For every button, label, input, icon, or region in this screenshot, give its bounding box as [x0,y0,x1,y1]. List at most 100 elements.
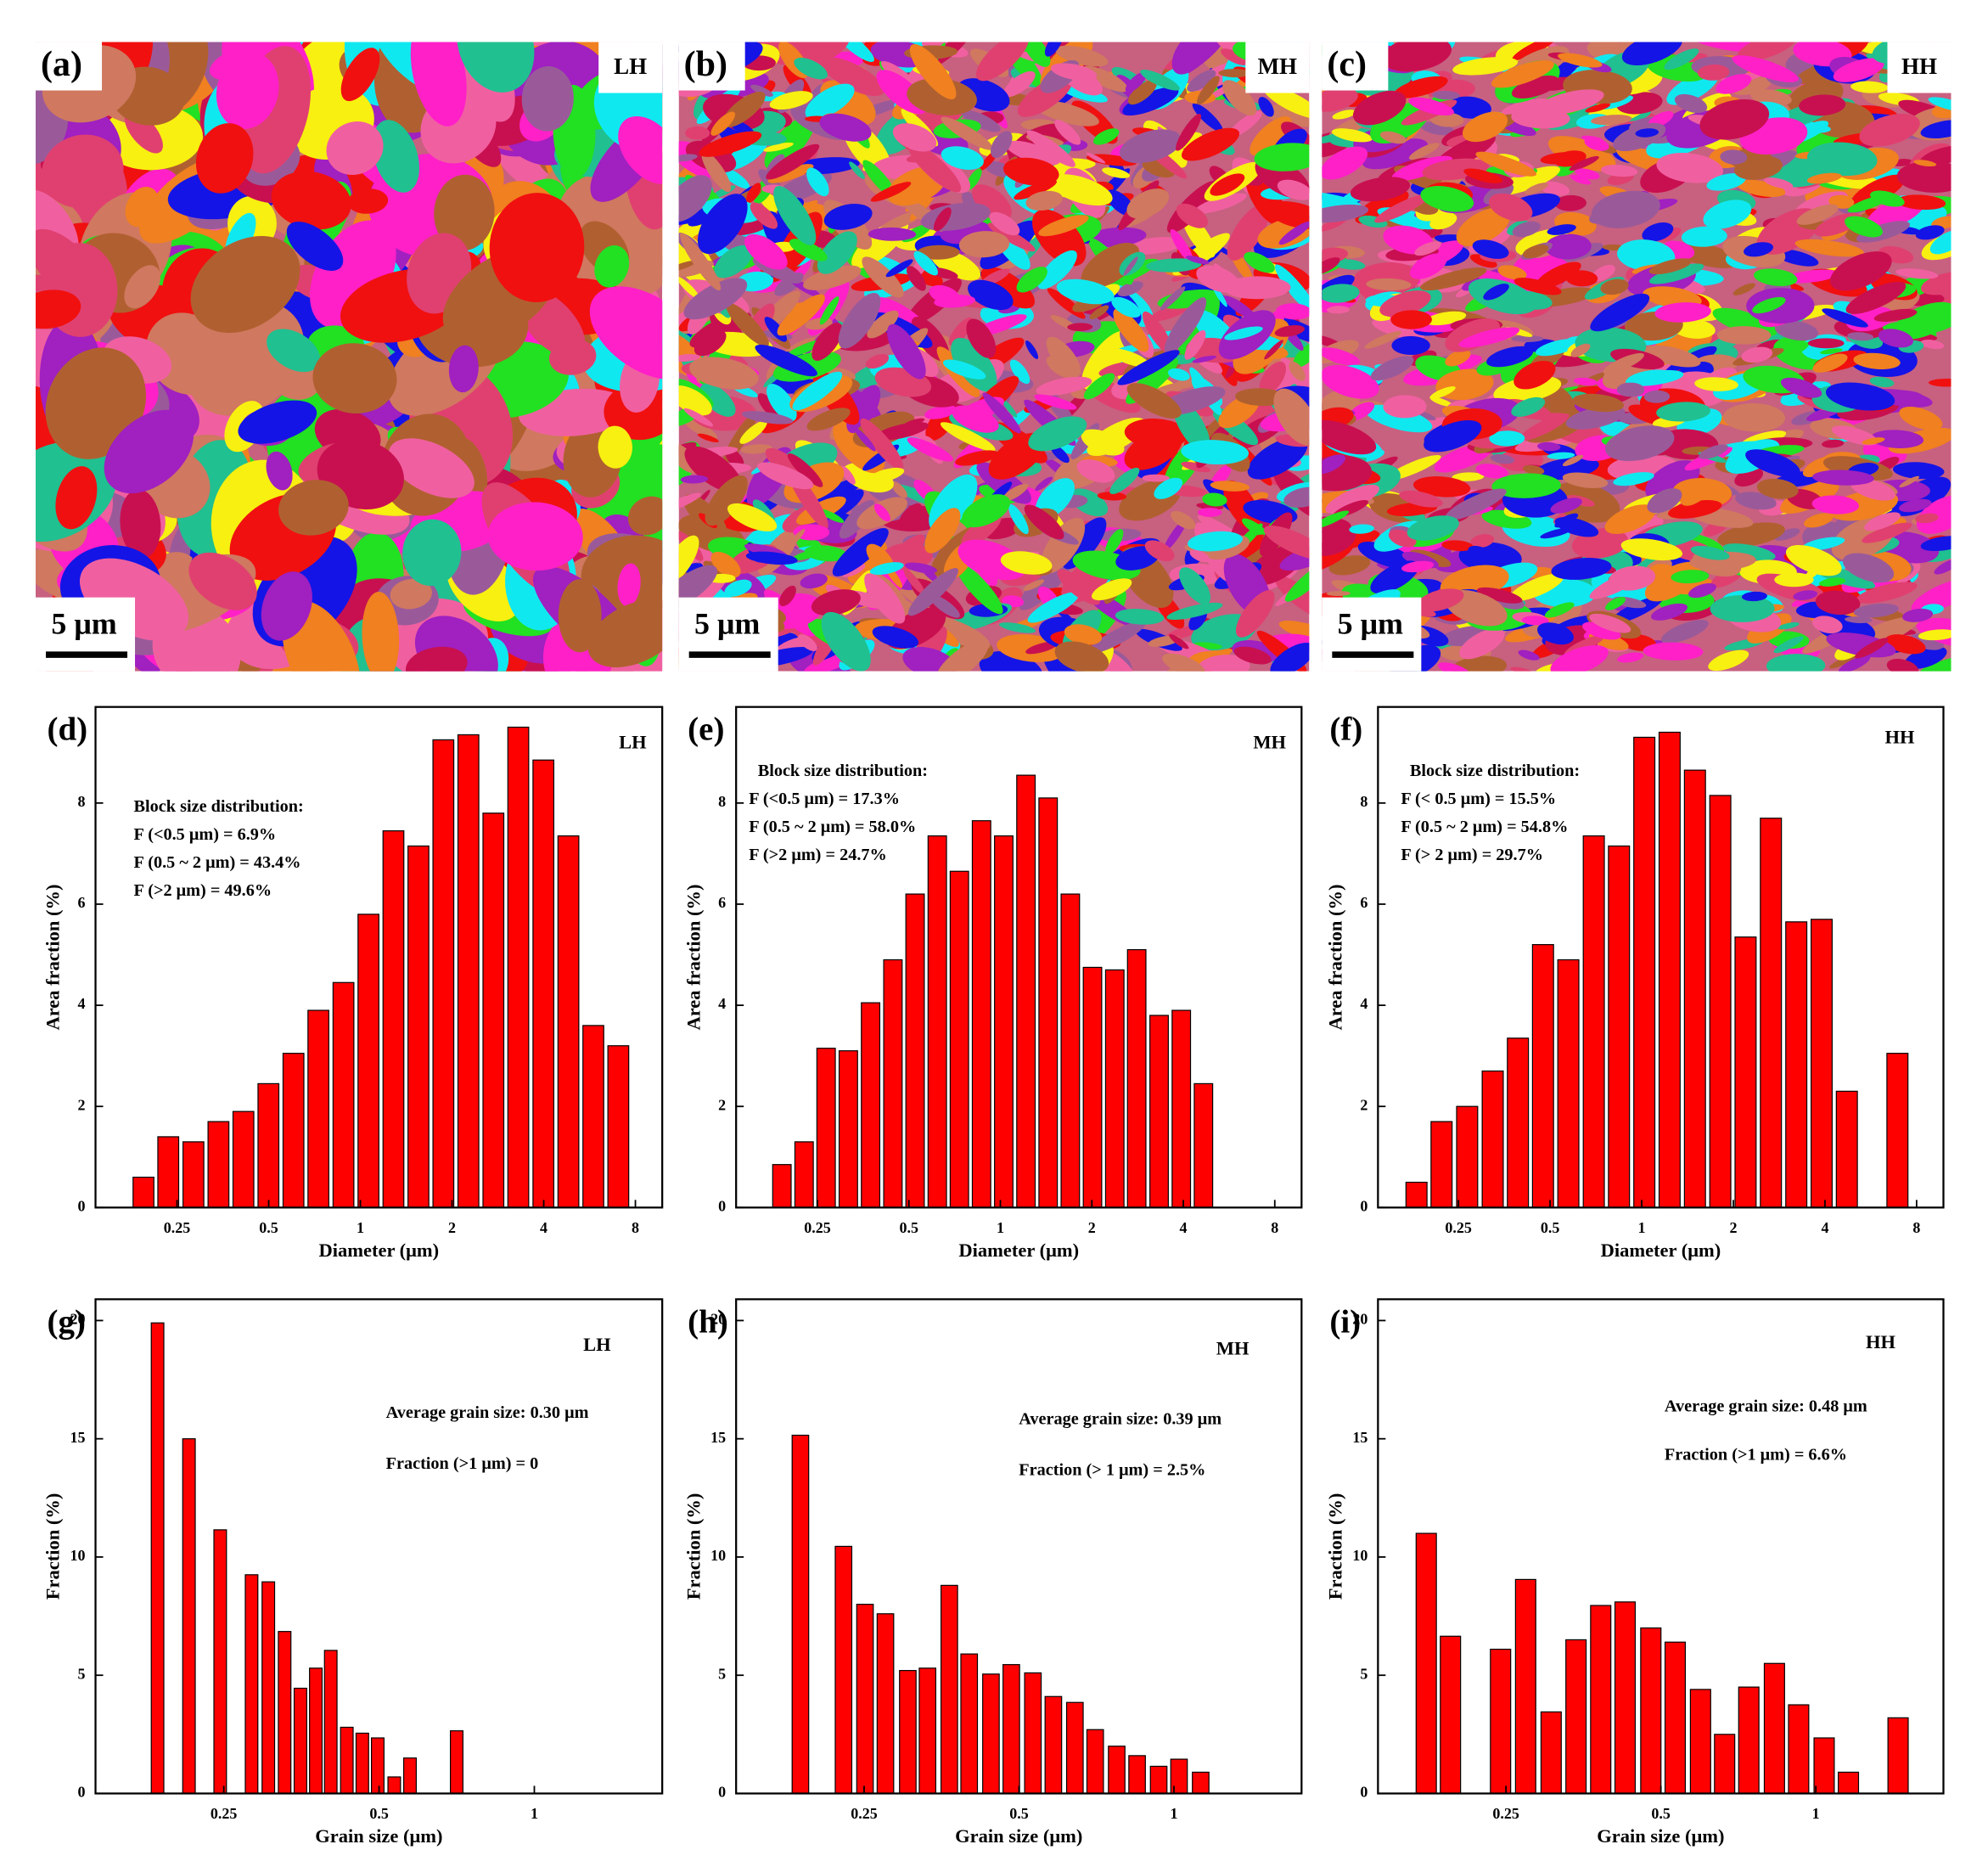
x-tick-label: 0.5 [1651,1805,1671,1822]
grain [1081,429,1125,456]
bar [157,1136,180,1208]
grain [104,409,194,494]
grain [1856,582,1918,604]
sample-label: MH [1258,53,1298,79]
grain [1187,70,1216,93]
panel-label: (h) [688,1303,728,1340]
grain [1911,578,1951,614]
grain [45,347,147,459]
grain [340,48,380,102]
bar [1886,1053,1909,1208]
grain [1062,517,1107,570]
panel-label: (i) [1329,1303,1361,1340]
grain [1350,177,1411,202]
grain [1326,306,1350,314]
grain [1119,129,1182,164]
grain [817,231,857,274]
grain [697,433,719,443]
grain [1097,492,1127,501]
grain [952,405,999,433]
bar [132,1176,154,1208]
x-axis-label: Grain size (μm) [1597,1825,1724,1847]
grain [1915,225,1945,240]
grain [41,134,124,208]
grain [1510,335,1544,342]
bar [918,1667,937,1795]
grain [1420,267,1487,291]
grain [1127,80,1157,105]
grain [1785,545,1842,576]
grain [750,202,778,229]
grain [1192,103,1223,132]
grain [684,446,742,492]
grain [1274,325,1305,337]
grain [448,345,479,393]
grain [787,529,806,548]
grain [683,419,717,440]
grain [1362,138,1428,170]
y-tick-label: 10 [1352,1547,1367,1564]
grain [1737,42,1798,62]
grain [1383,395,1427,419]
grain [190,236,300,334]
grain [1511,396,1546,417]
grain [1668,499,1722,519]
grain [1544,602,1575,618]
grain [1322,347,1361,366]
grain [907,78,977,115]
grain [962,494,1010,528]
grain [1899,498,1932,513]
grain [1050,63,1098,82]
x-axis-label: Diameter (μm) [958,1240,1079,1261]
grain [1750,89,1792,106]
grain [1126,188,1170,219]
bar [816,1048,836,1208]
bar [340,1726,354,1795]
grain [372,120,419,193]
grain [1870,190,1905,207]
grain [1643,390,1671,403]
grain [740,444,772,454]
grain [1773,636,1804,654]
grain [238,400,317,444]
bar [482,812,505,1208]
grain [1829,251,1892,291]
grain [1545,233,1592,260]
bar [1557,959,1580,1208]
grain [1198,508,1222,517]
grain [1710,594,1775,622]
grain [999,622,1036,633]
grain [1899,475,1920,488]
grain [968,279,1014,311]
y-tick-label: 2 [718,1096,726,1113]
grain [1807,338,1845,349]
x-axis-label: Grain size (μm) [955,1825,1082,1847]
x-tick-label: 8 [1271,1219,1278,1236]
grain [1054,641,1109,672]
grain [1372,318,1425,340]
grain [1489,430,1525,447]
scale-box [678,597,778,672]
bar [905,893,925,1208]
annotation: Average grain size: 0.30 μm [386,1403,589,1422]
grain [1254,143,1310,171]
grain [587,599,663,668]
grain [1720,149,1748,165]
bar [960,1653,979,1795]
grain [1407,515,1459,541]
y-tick-label: 5 [78,1665,86,1682]
grain [1535,261,1581,290]
grain [1572,393,1625,413]
grain [1525,183,1549,195]
grain [1263,85,1310,119]
grain [1523,464,1545,475]
grain [1896,160,1951,193]
grain [362,591,400,672]
grain [1554,194,1586,211]
bar [791,1434,810,1795]
grain [1185,256,1210,265]
grain [727,503,778,531]
grain [789,239,828,261]
annotation: Fraction (>1 μm) = 6.6% [1665,1446,1847,1465]
plot-frame [94,1298,664,1795]
